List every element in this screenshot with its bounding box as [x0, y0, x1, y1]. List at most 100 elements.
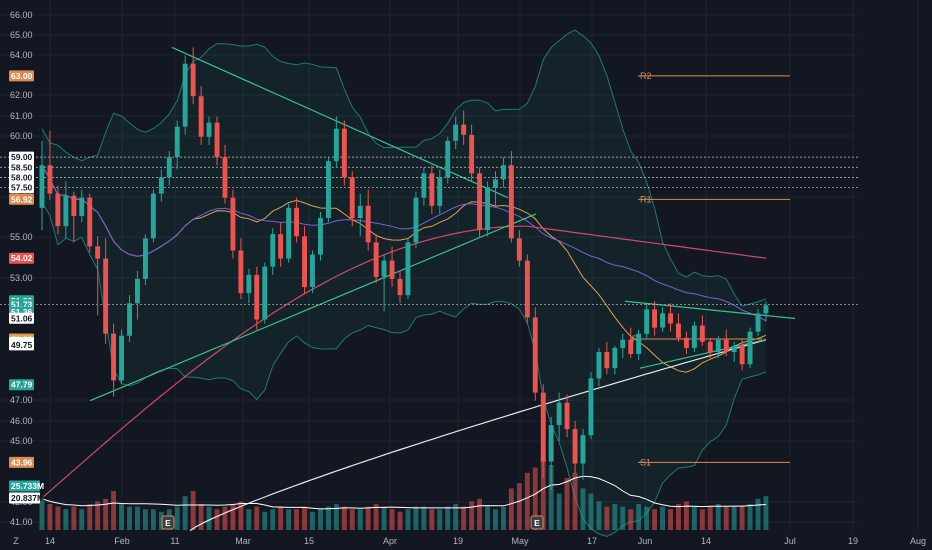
candle [238, 238, 244, 300]
candle-body [111, 333, 116, 381]
candle-body [620, 339, 626, 348]
candle-body [445, 140, 451, 178]
candle-body [373, 242, 379, 277]
volume-bar [262, 511, 268, 530]
candle-body [699, 325, 705, 342]
candle [652, 301, 657, 336]
price-badge-label: 43.96 [11, 457, 33, 467]
candle [381, 254, 387, 312]
x-tick-label: 15 [304, 536, 314, 546]
candle [286, 203, 292, 263]
volume-bar [620, 506, 626, 530]
candle-body [437, 177, 443, 206]
candle-body [508, 165, 514, 239]
volume-bar [182, 496, 188, 530]
candle [699, 315, 705, 346]
candle [445, 136, 451, 184]
candle-body [501, 165, 506, 180]
candle [437, 169, 443, 214]
y-tick-label: 64.00 [10, 50, 33, 60]
candle [198, 86, 204, 145]
volume-bar [516, 483, 522, 530]
volume-bar [87, 504, 93, 530]
x-tick-label: Jul [784, 536, 796, 546]
price-badge-label: 51.73 [11, 300, 33, 310]
price-badge: 59.00 [9, 151, 34, 163]
y-tick-label: 65.00 [10, 30, 33, 40]
candle-body [341, 128, 347, 178]
volume-bar [278, 506, 284, 530]
x-tick-label: Apr [383, 536, 397, 546]
candle-body [691, 325, 697, 348]
volume-bar [95, 501, 101, 530]
pivot-label-r1: R1 [640, 194, 652, 204]
axis-corner-label[interactable]: Z [13, 536, 19, 546]
candle-body [357, 205, 363, 218]
candle-body [397, 278, 403, 296]
x-tick-label: May [511, 536, 529, 546]
candle [206, 116, 212, 145]
volume-bar [739, 506, 745, 530]
candle [413, 191, 419, 249]
price-badge: 56.92 [9, 193, 34, 205]
ma-200-line [189, 339, 767, 532]
candle [556, 392, 562, 442]
candle-body [580, 435, 586, 464]
volume-bar [222, 506, 228, 530]
volume-bar [341, 506, 347, 530]
price-badge-label: 58.50 [11, 162, 33, 172]
volume-bar [158, 511, 164, 530]
candle-body [556, 402, 562, 425]
volume-average-line [41, 475, 767, 510]
candle-body [174, 126, 180, 158]
candle-body [55, 193, 61, 227]
candle-body [326, 161, 331, 218]
candle [333, 116, 339, 168]
candle [723, 329, 729, 357]
candle-body [214, 122, 220, 158]
candle-body [755, 313, 761, 332]
earnings-marker-box [530, 515, 544, 530]
volume-bar [548, 465, 554, 530]
time-axis[interactable]: 14 Feb 11 Mar 15 Apr 19 May 17 Jun 14 Jul 19 Aug [45, 536, 926, 546]
candle-body [206, 122, 212, 137]
candle-body [310, 254, 315, 287]
candle-body [270, 234, 276, 267]
volume-bar [190, 491, 196, 530]
volume-bar [214, 509, 220, 530]
candle [357, 193, 363, 237]
y-tick-label: 45.00 [10, 436, 33, 446]
price-badge-box [9, 161, 34, 173]
candle-body [612, 347, 618, 369]
trendline-resistance [171, 46, 509, 199]
x-tick-label: Jun [638, 536, 653, 546]
trendline-triangle-bottom [639, 339, 766, 369]
candle-body [405, 242, 411, 296]
price-badge: 57.50 [9, 182, 34, 194]
candle [548, 416, 554, 491]
volume-bar [405, 509, 411, 530]
trendline-triangle-top [624, 300, 796, 320]
candle-body [723, 339, 729, 352]
candle-body [103, 258, 109, 334]
price-badge: 43.96 [9, 456, 34, 468]
candle-body [636, 333, 642, 354]
candle [262, 262, 268, 324]
volume-bar [413, 506, 419, 530]
price-badge-label: 56.92 [11, 194, 33, 204]
y-tick-label: 60.00 [10, 131, 33, 141]
volume-bar [485, 506, 490, 530]
candle [636, 329, 642, 361]
candle [230, 189, 236, 259]
volume-bar [302, 506, 307, 530]
candle-body [532, 317, 538, 393]
trend-lines [89, 46, 796, 402]
price-badge-label: 63.00 [11, 71, 33, 81]
volume-bar [596, 501, 602, 530]
candle [747, 327, 753, 369]
candle-body [747, 331, 753, 365]
candle-body [262, 266, 268, 320]
volume-bar [389, 509, 395, 530]
